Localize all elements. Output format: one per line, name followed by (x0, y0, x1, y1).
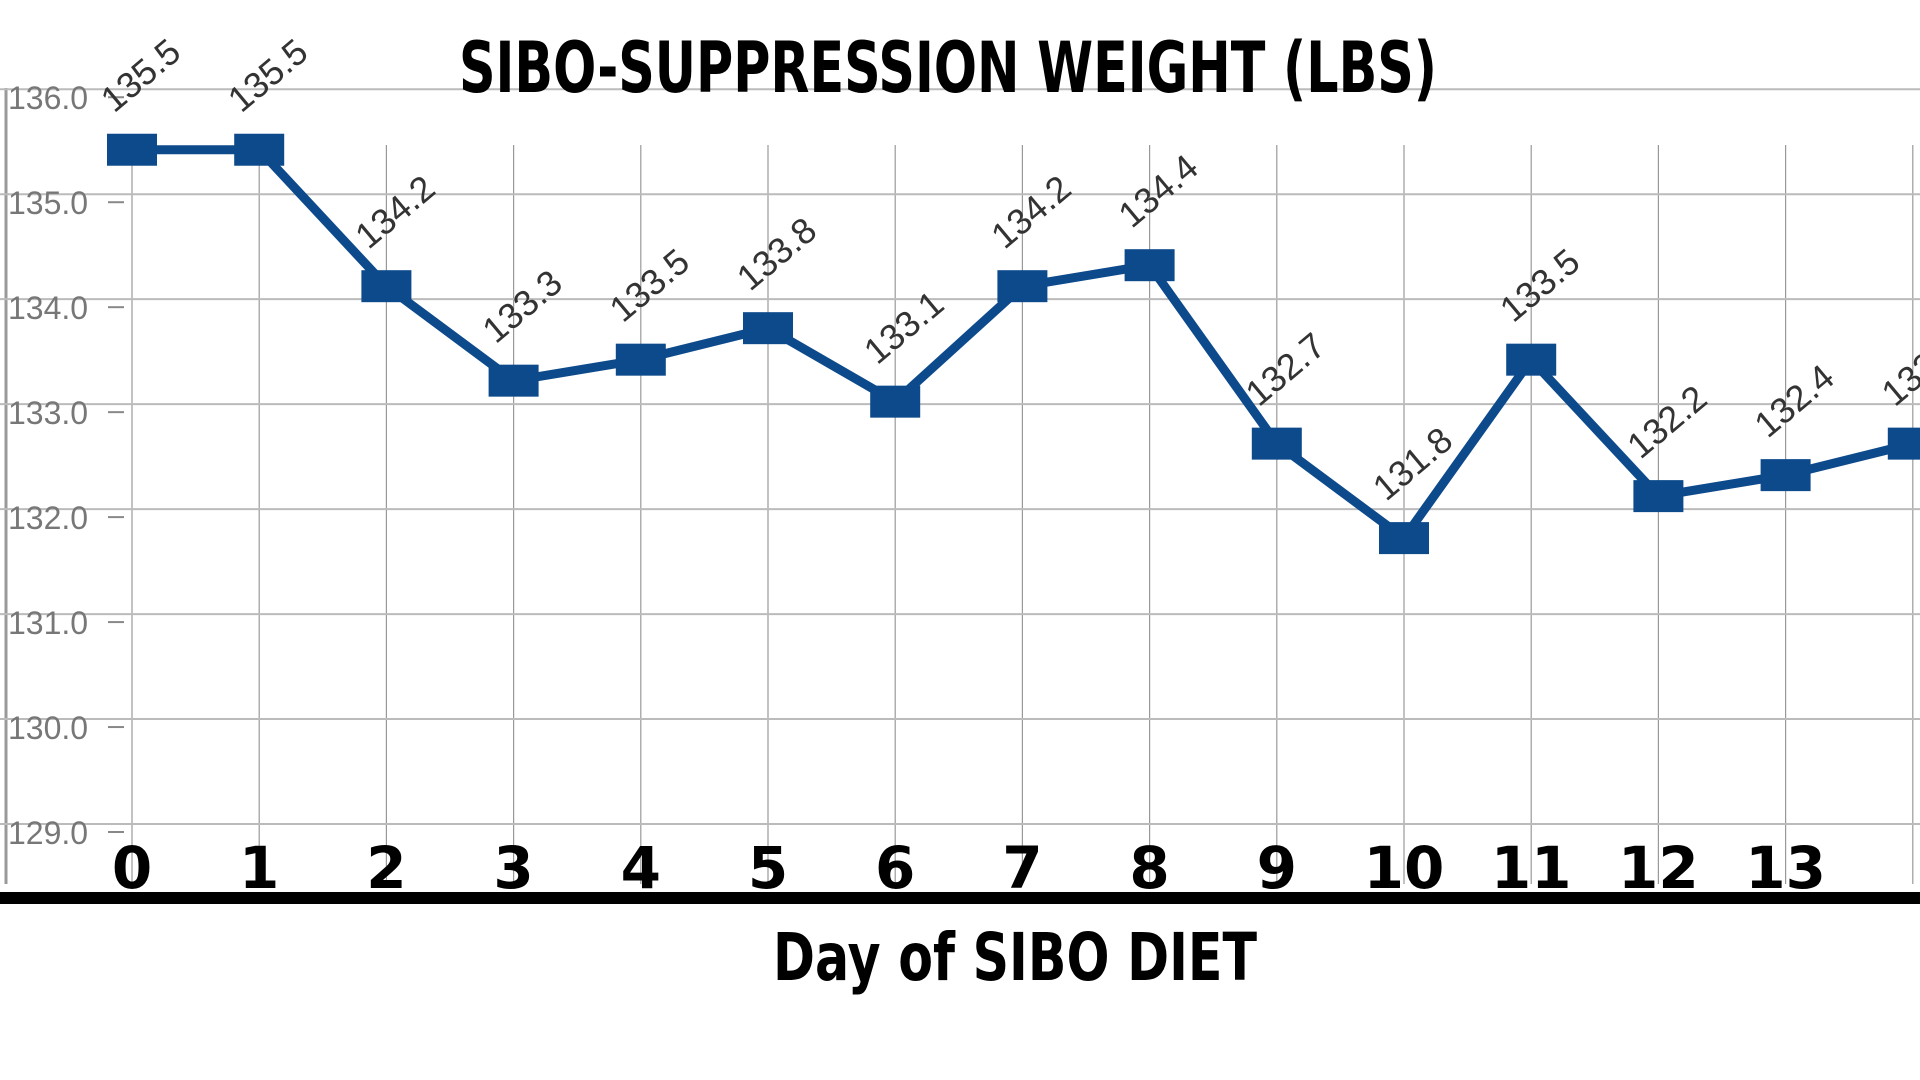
x-tick-label: 5 (748, 834, 788, 902)
y-tick-label: 129.0 (8, 815, 88, 851)
data-label: 133.5 (602, 240, 697, 329)
y-tick-label: 136.0 (8, 80, 88, 116)
x-tick-label: 2 (366, 834, 406, 902)
data-point-marker (1760, 459, 1811, 492)
data-point-marker (107, 133, 157, 166)
grid (0, 88, 1920, 884)
data-point-marker (1124, 249, 1175, 282)
data-label: 133.8 (729, 209, 824, 298)
data-point-marker (234, 133, 285, 166)
data-label: 132.2 (1619, 377, 1714, 466)
x-tick-label: 6 (875, 834, 915, 902)
data-label: 135.5 (220, 31, 315, 120)
y-tick-label: 132.0 (8, 500, 88, 536)
data-point-marker (1251, 427, 1302, 460)
x-axis-ticks: 0 1 2 3 4 5 6 7 8 9 10 11 12 13 (112, 834, 1826, 902)
data-point-marker (870, 385, 921, 418)
data-label: 132.7 (1238, 324, 1333, 413)
x-tick-label: 4 (621, 834, 661, 902)
y-tick-label: 135.0 (8, 185, 88, 221)
data-point-marker (1506, 343, 1557, 376)
x-tick-label: 13 (1745, 834, 1826, 902)
y-axis-ticks: 129.0 130.0 131.0 132.0 133.0 134.0 135.0 136.0 (8, 80, 124, 851)
data-label: 134.2 (347, 167, 442, 256)
data-point-marker (743, 312, 793, 345)
series-line (107, 133, 1920, 555)
y-tick-label: 130.0 (8, 710, 88, 746)
x-tick-label: 3 (493, 834, 533, 902)
x-tick-label: 0 (112, 834, 152, 902)
y-tick-label: 134.0 (8, 290, 88, 326)
y-tick-label: 133.0 (8, 395, 88, 431)
data-label: 135.5 (93, 31, 188, 120)
data-point-marker (1887, 427, 1920, 460)
data-point-marker (615, 343, 666, 376)
x-tick-label: 9 (1257, 834, 1297, 902)
x-tick-label: 8 (1129, 834, 1169, 902)
x-tick-label: 1 (239, 834, 279, 902)
data-point-marker (361, 270, 412, 303)
data-point-marker (1633, 480, 1684, 513)
data-point-marker (488, 364, 539, 397)
data-label: 134.2 (983, 167, 1078, 256)
x-tick-label: 11 (1491, 834, 1572, 902)
data-point-marker (1379, 522, 1429, 555)
x-tick-label: 10 (1364, 834, 1445, 902)
data-label: 133.5 (1492, 240, 1587, 329)
data-label: 134.4 (1110, 146, 1205, 235)
data-label: 132.4 (1746, 356, 1841, 445)
chart-title: SIBO-SUPPRESSION WEIGHT (LBS) (459, 27, 1437, 109)
x-tick-label: 7 (1002, 834, 1042, 902)
data-point-marker (997, 270, 1048, 303)
data-label: 131.8 (1365, 419, 1460, 508)
x-tick-label: 12 (1618, 834, 1699, 902)
x-axis-title: Day of SIBO DIET (773, 919, 1257, 996)
data-label: 133.3 (474, 261, 569, 350)
y-tick-label: 131.0 (8, 605, 88, 641)
